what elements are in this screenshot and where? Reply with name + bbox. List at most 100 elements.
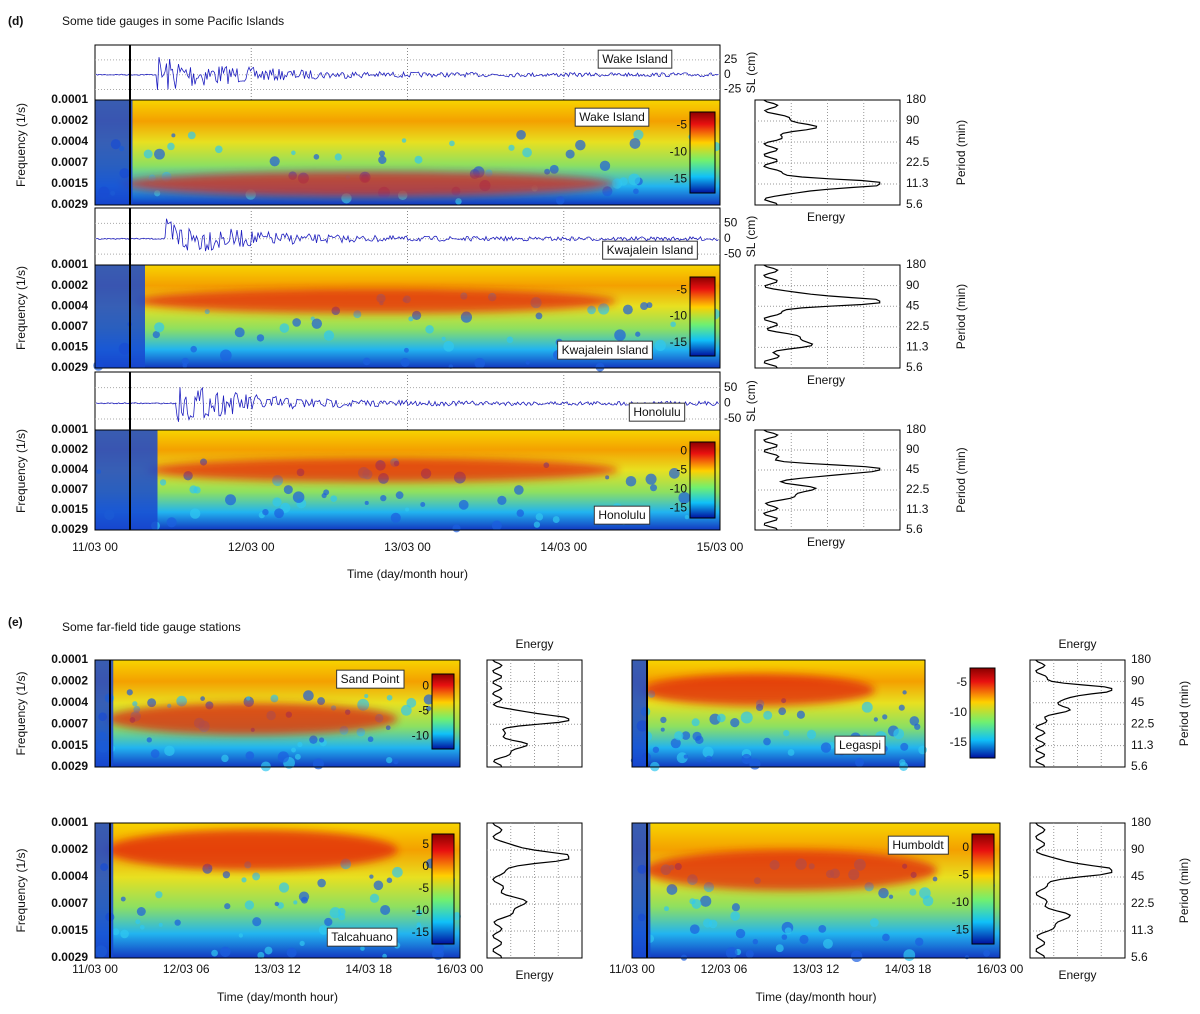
spectrogram-speckle: [278, 882, 290, 893]
y-axis-label: Frequency (1/s): [14, 103, 28, 187]
period-tick-label: 180: [906, 422, 926, 436]
spectrogram-speckle: [565, 149, 575, 159]
spectrogram-speckle: [132, 701, 138, 707]
y-tick-label: 0.0029: [51, 360, 88, 374]
spectrogram-speckle: [681, 731, 691, 740]
spectrogram-speckle: [474, 357, 486, 369]
y-tick-label: 0.0029: [51, 522, 88, 536]
spectrogram-speckle: [882, 933, 890, 942]
station-label-box: [336, 669, 405, 689]
y-axis-label: Frequency (1/s): [14, 266, 28, 350]
colorbar: [431, 673, 455, 750]
spectrogram-speckle: [730, 911, 741, 921]
panel-label: (d): [8, 14, 23, 28]
spectrogram-speckle: [555, 196, 565, 205]
spectrogram-speckle: [441, 336, 446, 341]
colorbar-tick-label: -15: [670, 335, 688, 349]
spectrogram-speckle: [143, 149, 153, 159]
spectrogram-speckle: [269, 156, 280, 167]
station-label: Talcahuano: [331, 930, 393, 944]
period-tick-label: 22.5: [1131, 716, 1155, 730]
pre-event: [95, 430, 158, 530]
spectrogram-speckle: [220, 349, 232, 362]
colorbar-tick-label: -5: [676, 463, 687, 477]
station-label-box: [593, 505, 651, 525]
spectrogram-speckle: [158, 922, 163, 927]
colorbar-tick-label: -5: [676, 118, 687, 132]
spectrogram-speckle: [452, 524, 461, 533]
period-tick-label: 22.5: [1131, 896, 1155, 910]
y-tick-label: 0.0001: [51, 815, 88, 829]
sl-tick-label: -50: [724, 246, 742, 260]
spectrogram-speckle: [390, 512, 401, 523]
station-label-box: [557, 340, 653, 360]
spectrogram-speckle: [324, 917, 333, 927]
spectrogram-speckle: [784, 927, 792, 935]
frame: [631, 822, 1001, 959]
spectrogram-speckle: [297, 741, 303, 748]
spectrogram-speckle: [415, 909, 423, 917]
spectrogram-speckle: [146, 737, 152, 743]
colorbar-tick-label: -5: [418, 881, 429, 895]
colorbar-tick-label: 0: [680, 444, 687, 458]
spectrogram-speckle: [303, 690, 314, 701]
energy-band: [146, 458, 619, 482]
spectrogram-speckle: [286, 947, 297, 958]
spectrogram-speckle: [321, 492, 327, 499]
x-axis-label: Time (day/month hour): [217, 990, 338, 1004]
spectrogram-speckle: [915, 937, 924, 946]
y-tick-label: 0.0004: [51, 298, 88, 312]
colorbar-tick-label: -10: [412, 729, 430, 743]
energy-label: Energy: [1058, 637, 1096, 651]
station-label: Kwajalein Island: [607, 243, 694, 257]
station-label: Honolulu: [598, 508, 645, 522]
y-tick-label: 0.0004: [51, 134, 88, 148]
sl-axis-label: SL (cm): [744, 52, 758, 94]
spectrogram-speckle: [664, 906, 669, 912]
spectrogram-speckle: [516, 130, 526, 140]
spectrogram-speckle: [775, 944, 784, 953]
spectrogram-speckle: [224, 903, 231, 910]
spectrogram-speckle: [458, 499, 469, 510]
station-label: Legaspi: [839, 738, 881, 752]
spectrogram-speckle: [645, 473, 657, 485]
station-label-box: [628, 402, 686, 422]
energy-label: Energy: [807, 210, 845, 224]
spectrogram-speckle: [668, 468, 680, 479]
colorbar-tick-label: -5: [956, 675, 967, 689]
spectrogram-speckle: [369, 893, 380, 903]
spectrogram-speckle: [400, 704, 412, 716]
x-tick-label: 13/03 12: [793, 962, 840, 976]
station-label: Honolulu: [633, 405, 680, 419]
colorbar-tick-label: -10: [670, 309, 688, 323]
station-label-box: [326, 927, 398, 947]
spectrogram-speckle: [740, 711, 753, 724]
spectrogram-speckle: [200, 696, 205, 701]
period-tick-label: 180: [1131, 652, 1151, 666]
spectrogram-speckle: [705, 755, 713, 762]
x-tick-label: 12/03 06: [163, 962, 210, 976]
spectrogram-speckle: [222, 871, 231, 879]
period-axis-label: Period (min): [954, 284, 968, 349]
period-tick-label: 11.3: [906, 502, 929, 516]
spectrogram-speckle: [385, 725, 391, 731]
spectrogram-speckle: [291, 747, 296, 753]
spectrogram-speckle: [400, 357, 410, 367]
period-tick-label: 5.6: [1131, 759, 1148, 773]
spectrogram-speckle: [670, 738, 681, 749]
energy-label: Energy: [807, 535, 845, 549]
spectrogram-speckle: [708, 919, 718, 929]
spectrogram-speckle: [628, 173, 641, 186]
profile-frame: [1029, 659, 1126, 768]
pre-event: [632, 660, 647, 767]
colorbar-tick-label: -10: [950, 705, 968, 719]
spectrogram-speckle: [159, 479, 167, 486]
station-label-box: [887, 835, 949, 855]
sl-tick-label: 25: [724, 52, 738, 66]
spectrogram-speckle: [964, 955, 970, 960]
spectrogram-speckle: [112, 928, 120, 936]
spectrogram-speckle: [455, 198, 462, 205]
spectrogram-speckle: [260, 761, 271, 772]
x-tick-label: 11/03 00: [72, 962, 118, 976]
y-axis-label: Frequency (1/s): [14, 429, 28, 513]
